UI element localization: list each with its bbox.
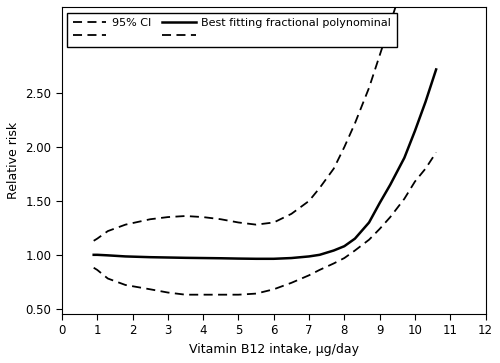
Y-axis label: Relative risk: Relative risk bbox=[7, 122, 20, 199]
X-axis label: Vitamin B12 intake, μg/day: Vitamin B12 intake, μg/day bbox=[188, 343, 358, 356]
Legend: 95% CI, , Best fitting fractional polynominal, : 95% CI, , Best fitting fractional polyno… bbox=[68, 12, 396, 47]
